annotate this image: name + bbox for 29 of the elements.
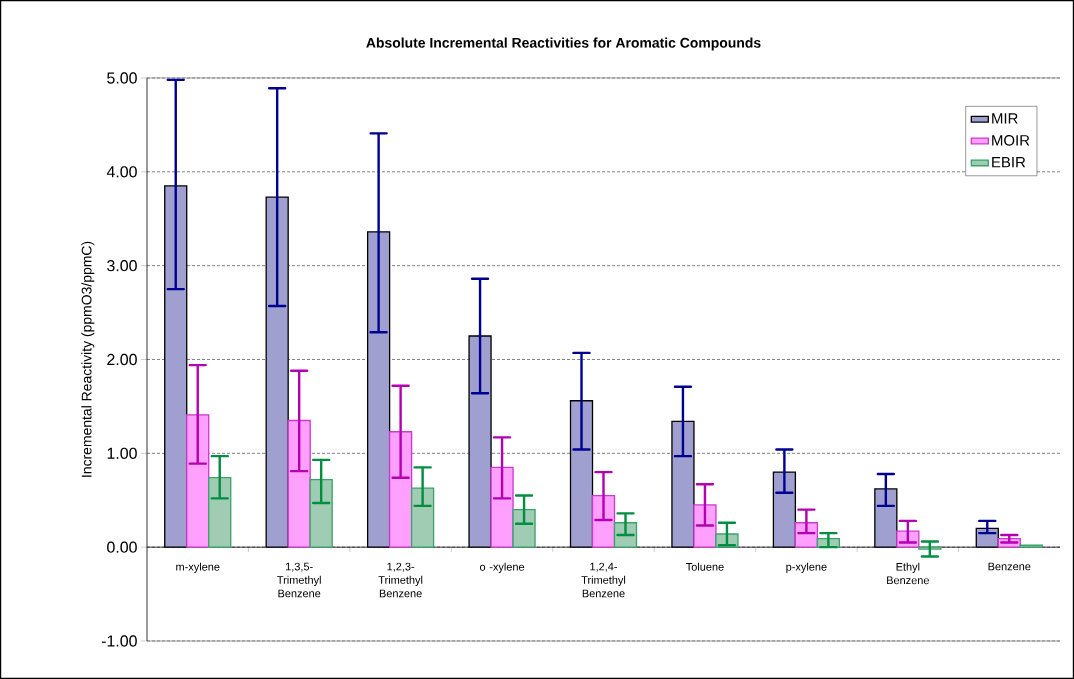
x-tick-label: Benzene [988,562,1031,571]
bar [512,508,536,548]
legend-label: MIR [992,113,1018,124]
bar [388,431,413,548]
x-tick-label: 1,2,3- Trimethyl Benzene [378,562,423,598]
y-tick-label: 5.00 [107,72,137,84]
y-tick-label: -1.00 [101,635,137,647]
legend-label: MOIR [992,135,1030,146]
y-tick-label: 3.00 [107,260,137,272]
y-tick-label: 1.00 [107,447,137,459]
bar [287,419,311,548]
x-tick-label: o -xylene [479,562,525,573]
x-tick-label: p-xylene [786,562,827,573]
bar [410,487,435,548]
bar [186,414,210,548]
bar [208,477,232,548]
x-tick-label: Toluene [686,562,724,571]
bar [490,466,514,548]
y-tick-label: 2.00 [107,353,137,366]
y-tick-label: 4.00 [106,166,137,178]
x-tick-label: 1,3,5- Trimethyl Benzene [277,562,321,598]
bar [309,478,333,548]
chart-title: Absolute Incremental Reactivities for Aromatic Compounds [366,37,761,51]
x-tick-label: 1,2,4- Trimethyl Benzene [581,562,626,598]
y-tick-label: 0.00 [107,541,137,553]
y-axis-title: Incremental Reactivity (ppmO3/ppmC) [81,241,95,477]
x-tick-label: m-xylene [176,562,220,573]
x-tick-label: Ethyl Benzene [887,562,929,585]
legend-label: EBIR [992,157,1026,168]
